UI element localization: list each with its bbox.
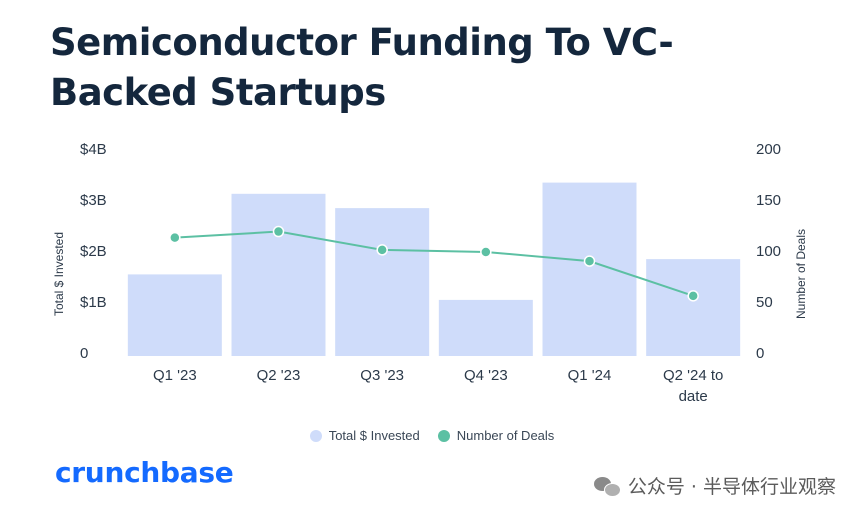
x-tick-label: Q2 '23: [257, 367, 301, 384]
point-deals: [687, 290, 699, 302]
legend-label-invested: Total $ Invested: [328, 428, 420, 443]
x-tick-label: Q2 '24 to date: [663, 367, 723, 405]
bar-invested: [542, 182, 637, 356]
chart-title: Semiconductor Funding To VC-Backed Start…: [50, 21, 674, 114]
crunchbase-logo: crunchbase: [55, 456, 234, 489]
watermark: 公众号 · 半导体行业观察: [593, 472, 836, 499]
x-tick-label: Q1 '23: [153, 367, 197, 384]
wechat-icon: [593, 475, 621, 497]
legend-item-deals: Number of Deals: [437, 428, 555, 443]
x-tick-label: Q3 '23: [360, 367, 404, 384]
y-left-tick-label: 0: [80, 345, 88, 362]
point-deals: [583, 255, 596, 267]
line-deals: [174, 230, 694, 297]
point-deals: [169, 231, 181, 244]
bar-invested: [231, 193, 326, 356]
y-right-axis-label: Number of Deals: [794, 229, 808, 319]
y-left-tick-label: $4B: [80, 141, 107, 158]
legend: Total $ Invested Number of Deals: [0, 428, 864, 443]
bar-invested: [127, 274, 222, 356]
bar-invested: [335, 208, 430, 356]
legend-label-deals: Number of Deals: [456, 428, 555, 443]
legend-swatch-invested: [309, 429, 322, 442]
watermark-text: 公众号 · 半导体行业观察: [627, 476, 836, 498]
y-left-axis-label: Total $ Invested: [52, 232, 66, 316]
y-right-tick-label: 0: [756, 345, 764, 362]
y-right-tick-label: 150: [756, 192, 781, 209]
bar-invested: [646, 259, 741, 356]
point-deals: [480, 246, 492, 258]
x-tick-label: Q4 '23: [464, 367, 508, 384]
y-right-tick-label: 100: [756, 243, 781, 260]
legend-item-invested: Total $ Invested: [309, 428, 420, 443]
point-deals: [376, 244, 388, 256]
y-left-tick-label: $1B: [80, 294, 107, 311]
point-deals: [272, 225, 285, 238]
x-tick-label: Q1 '24: [568, 367, 612, 384]
y-left-tick-label: $2B: [80, 243, 107, 260]
bar-invested: [438, 299, 533, 356]
legend-swatch-deals: [437, 429, 450, 442]
y-left-tick-label: $3B: [80, 192, 107, 209]
y-right-tick-label: 200: [756, 141, 781, 158]
y-right-tick-label: 50: [756, 294, 773, 311]
